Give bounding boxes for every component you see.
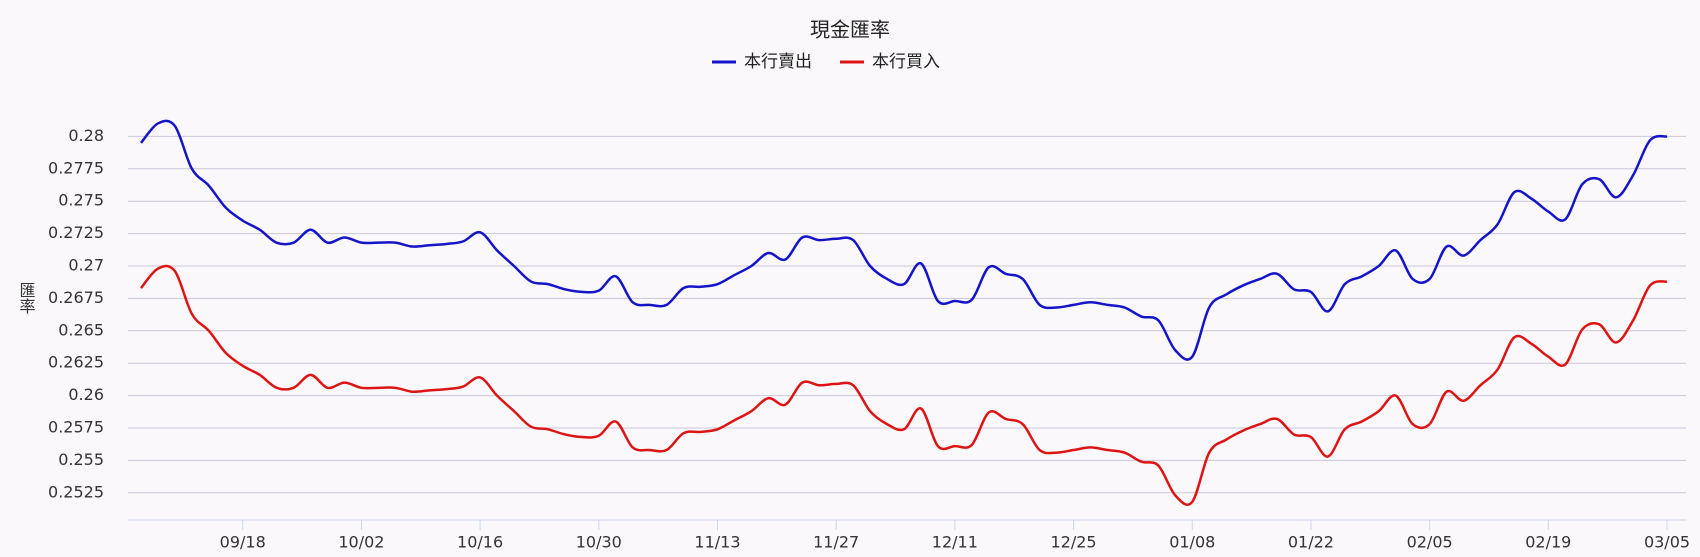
- x-tick-label: 09/18: [220, 533, 266, 552]
- y-tick-label: 0.26: [68, 385, 104, 404]
- x-tick-label: 10/02: [338, 533, 384, 552]
- y-tick-label: 0.2775: [48, 158, 104, 177]
- x-tick-label: 12/11: [932, 533, 978, 552]
- x-tick-label: 12/25: [1051, 533, 1097, 552]
- y-tick-label: 0.2525: [48, 482, 104, 501]
- x-tick-label: 10/30: [576, 533, 622, 552]
- y-tick-label: 0.2675: [48, 288, 104, 307]
- x-tick-label: 01/08: [1169, 533, 1215, 552]
- x-tick-label: 02/19: [1525, 533, 1571, 552]
- y-tick-label: 0.275: [58, 191, 104, 210]
- y-tick-label: 0.255: [58, 450, 104, 469]
- x-tick-label: 01/22: [1288, 533, 1334, 552]
- x-tick-label: 11/27: [813, 533, 859, 552]
- legend-label: 本行賣出: [744, 52, 812, 72]
- x-tick-label: 10/16: [457, 533, 503, 552]
- legend: 本行賣出 本行買入: [712, 52, 940, 72]
- x-tick-label: 02/05: [1407, 533, 1453, 552]
- series-line: [140, 119, 1668, 361]
- y-tick-label: 0.2625: [48, 353, 104, 372]
- chart-title: 現金匯率: [810, 18, 890, 42]
- series-line: [140, 264, 1668, 506]
- y-tick-label: 0.2575: [48, 417, 104, 436]
- legend-label: 本行買入: [872, 52, 940, 72]
- x-tick-label: 03/05: [1644, 533, 1690, 552]
- y-tick-label: 0.265: [58, 320, 104, 339]
- x-tick-label: 11/13: [694, 533, 740, 552]
- y-tick-label: 0.28: [68, 126, 104, 145]
- y-axis-label: 匯率: [17, 282, 36, 314]
- y-tick-label: 0.27: [68, 255, 104, 274]
- y-tick-label: 0.2725: [48, 223, 104, 242]
